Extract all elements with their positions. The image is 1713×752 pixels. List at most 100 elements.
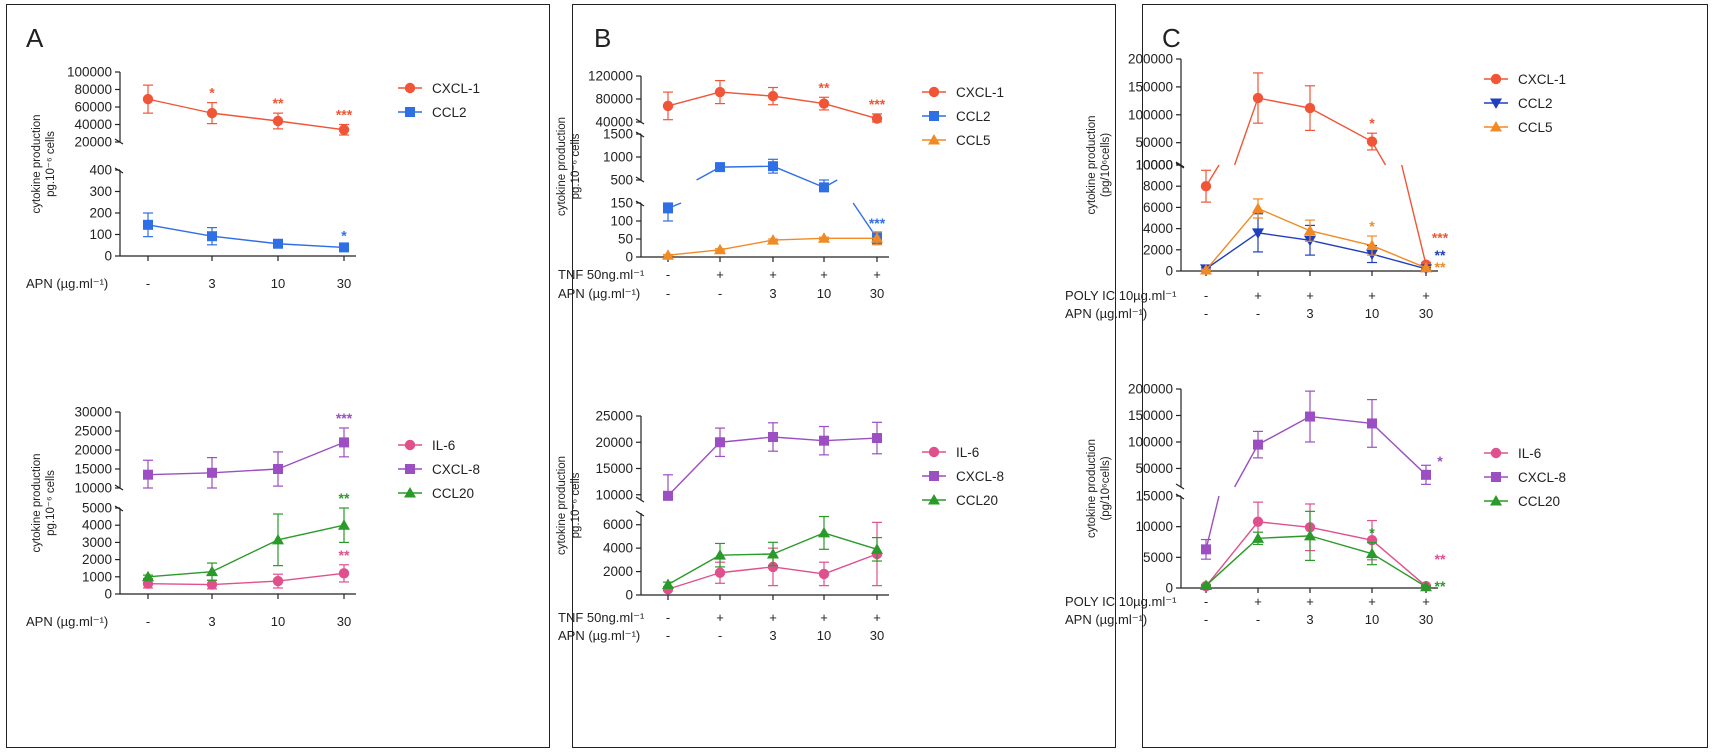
data-point-ccl20 [1420, 580, 1432, 592]
x-row-label: TNF 50ng.ml⁻¹ [558, 267, 645, 282]
legend-label-ccl2: CCL2 [1518, 96, 1553, 111]
legend-label-ccl20: CCL20 [432, 486, 474, 501]
data-point-ccl5 [1420, 261, 1432, 273]
y-tick-label: 8000 [1143, 179, 1173, 194]
data-point-cxcl-1 [1304, 102, 1316, 114]
y-axis-label-line: cytokine production [31, 114, 43, 213]
series-line [823, 553, 878, 575]
significance-label: ** [1435, 259, 1446, 275]
data-point-ccl2 [715, 162, 725, 173]
data-point-cxcl-8 [1305, 411, 1315, 422]
series-line [147, 472, 213, 476]
series-line [277, 243, 345, 249]
y-tick-label: 15000 [74, 462, 112, 477]
legend-label-ccl5: CCL5 [956, 133, 991, 148]
series-line [719, 239, 774, 251]
series-line [719, 91, 774, 97]
y-axis-label-line: (pg/10⁶cells) [1100, 133, 1112, 197]
data-point-ccl2 [273, 238, 283, 249]
data-point-ccl20 [142, 570, 154, 582]
series-line [277, 441, 345, 470]
y-tick-label: 120000 [588, 69, 633, 84]
x-row-value: - [1256, 612, 1260, 627]
series-il-6: ** [1200, 501, 1446, 592]
series-line [1257, 207, 1311, 232]
x-row-label: APN (µg.ml⁻¹) [26, 614, 108, 629]
series-line [211, 112, 279, 122]
significance-label: * [209, 85, 215, 101]
series-line [1371, 253, 1427, 270]
significance-label: ** [339, 547, 350, 563]
legend-marker [1490, 495, 1502, 506]
legend-label-ccl20: CCL20 [956, 493, 998, 508]
y-tick-label: 5000 [1143, 550, 1173, 565]
data-point-ccl2 [143, 219, 153, 230]
series-line [772, 95, 825, 105]
x-row-label: APN (µg.ml⁻¹) [558, 286, 640, 301]
y-tick-label: 40000 [74, 117, 112, 132]
data-point-ccl20 [871, 543, 883, 554]
significance-label: *** [1432, 230, 1449, 246]
series-line [1205, 521, 1259, 587]
y-tick-label: 5000 [82, 501, 112, 516]
y-tick-label: 2000 [82, 552, 112, 567]
y-tick-label: 30000 [74, 405, 112, 420]
series-line [667, 249, 721, 256]
legend-label-il-6: IL-6 [956, 445, 979, 460]
legend-label-il-6: IL-6 [432, 438, 455, 453]
y-tick-label: 80000 [595, 92, 633, 107]
series-ccl2: ** [1200, 213, 1446, 275]
series-line [823, 437, 878, 442]
series-line [147, 98, 213, 114]
x-row-value: - [666, 610, 670, 625]
data-point-il-6 [1252, 516, 1264, 527]
y-axis-label-line: pg.10⁻⁶ cells [570, 133, 582, 199]
significance-label: * [1369, 218, 1375, 234]
x-row-value: 3 [208, 276, 215, 291]
data-point-cxcl-8 [819, 435, 829, 446]
data-point-cxcl-8 [207, 467, 217, 478]
legend-label-cxcl-1: CXCL-1 [432, 81, 480, 96]
series-line [1205, 495, 1220, 550]
data-point-il-6 [338, 568, 350, 579]
y-axis-label: cytokine production pg.10⁻⁶ cells [31, 114, 57, 213]
y-tick-label: 6000 [603, 517, 633, 532]
data-point-cxcl-1 [1200, 181, 1212, 192]
series-line [1205, 537, 1259, 587]
y-axis-label-line: pg.10⁻⁶ cells [45, 131, 57, 197]
y-tick-label: 1000 [603, 150, 633, 165]
series-ccl5 [662, 231, 883, 260]
y-tick-label: 400 [89, 163, 112, 178]
x-row-value: 30 [870, 628, 884, 643]
y-tick-label: 0 [625, 588, 633, 603]
series-line [277, 572, 345, 582]
data-point-ccl20 [272, 533, 284, 545]
y-tick-label: 10000 [1135, 158, 1173, 173]
y-tick-label: 200 [89, 206, 112, 221]
data-point-ccl2 [207, 231, 217, 242]
y-tick-label: 100 [89, 227, 112, 242]
x-row-value: - [718, 286, 722, 301]
data-point-cxcl-1 [142, 93, 154, 105]
series-line [719, 165, 774, 168]
series-line [772, 532, 825, 555]
legend-marker [928, 446, 940, 458]
x-row-value: + [1368, 594, 1376, 609]
x-row-value: + [1306, 288, 1314, 303]
series-line [211, 539, 279, 573]
x-row-value: - [666, 628, 670, 643]
data-point-cxcl-1 [1366, 136, 1378, 147]
x-row-value: + [716, 267, 724, 282]
y-tick-label: 50000 [1135, 135, 1173, 150]
axis-break-mark [1175, 483, 1185, 490]
x-row-value: - [718, 628, 722, 643]
data-point-ccl20 [1200, 579, 1212, 591]
legend-marker [404, 439, 416, 451]
x-row-label: POLY IC 10µg.ml⁻¹ [1065, 288, 1177, 303]
x-row-value: 30 [870, 286, 884, 301]
x-row-value: 30 [1419, 306, 1433, 321]
series-ccl2: * [143, 212, 349, 253]
y-tick-label: 50 [618, 232, 633, 247]
series-line [1309, 239, 1373, 255]
series-line [1309, 526, 1373, 541]
